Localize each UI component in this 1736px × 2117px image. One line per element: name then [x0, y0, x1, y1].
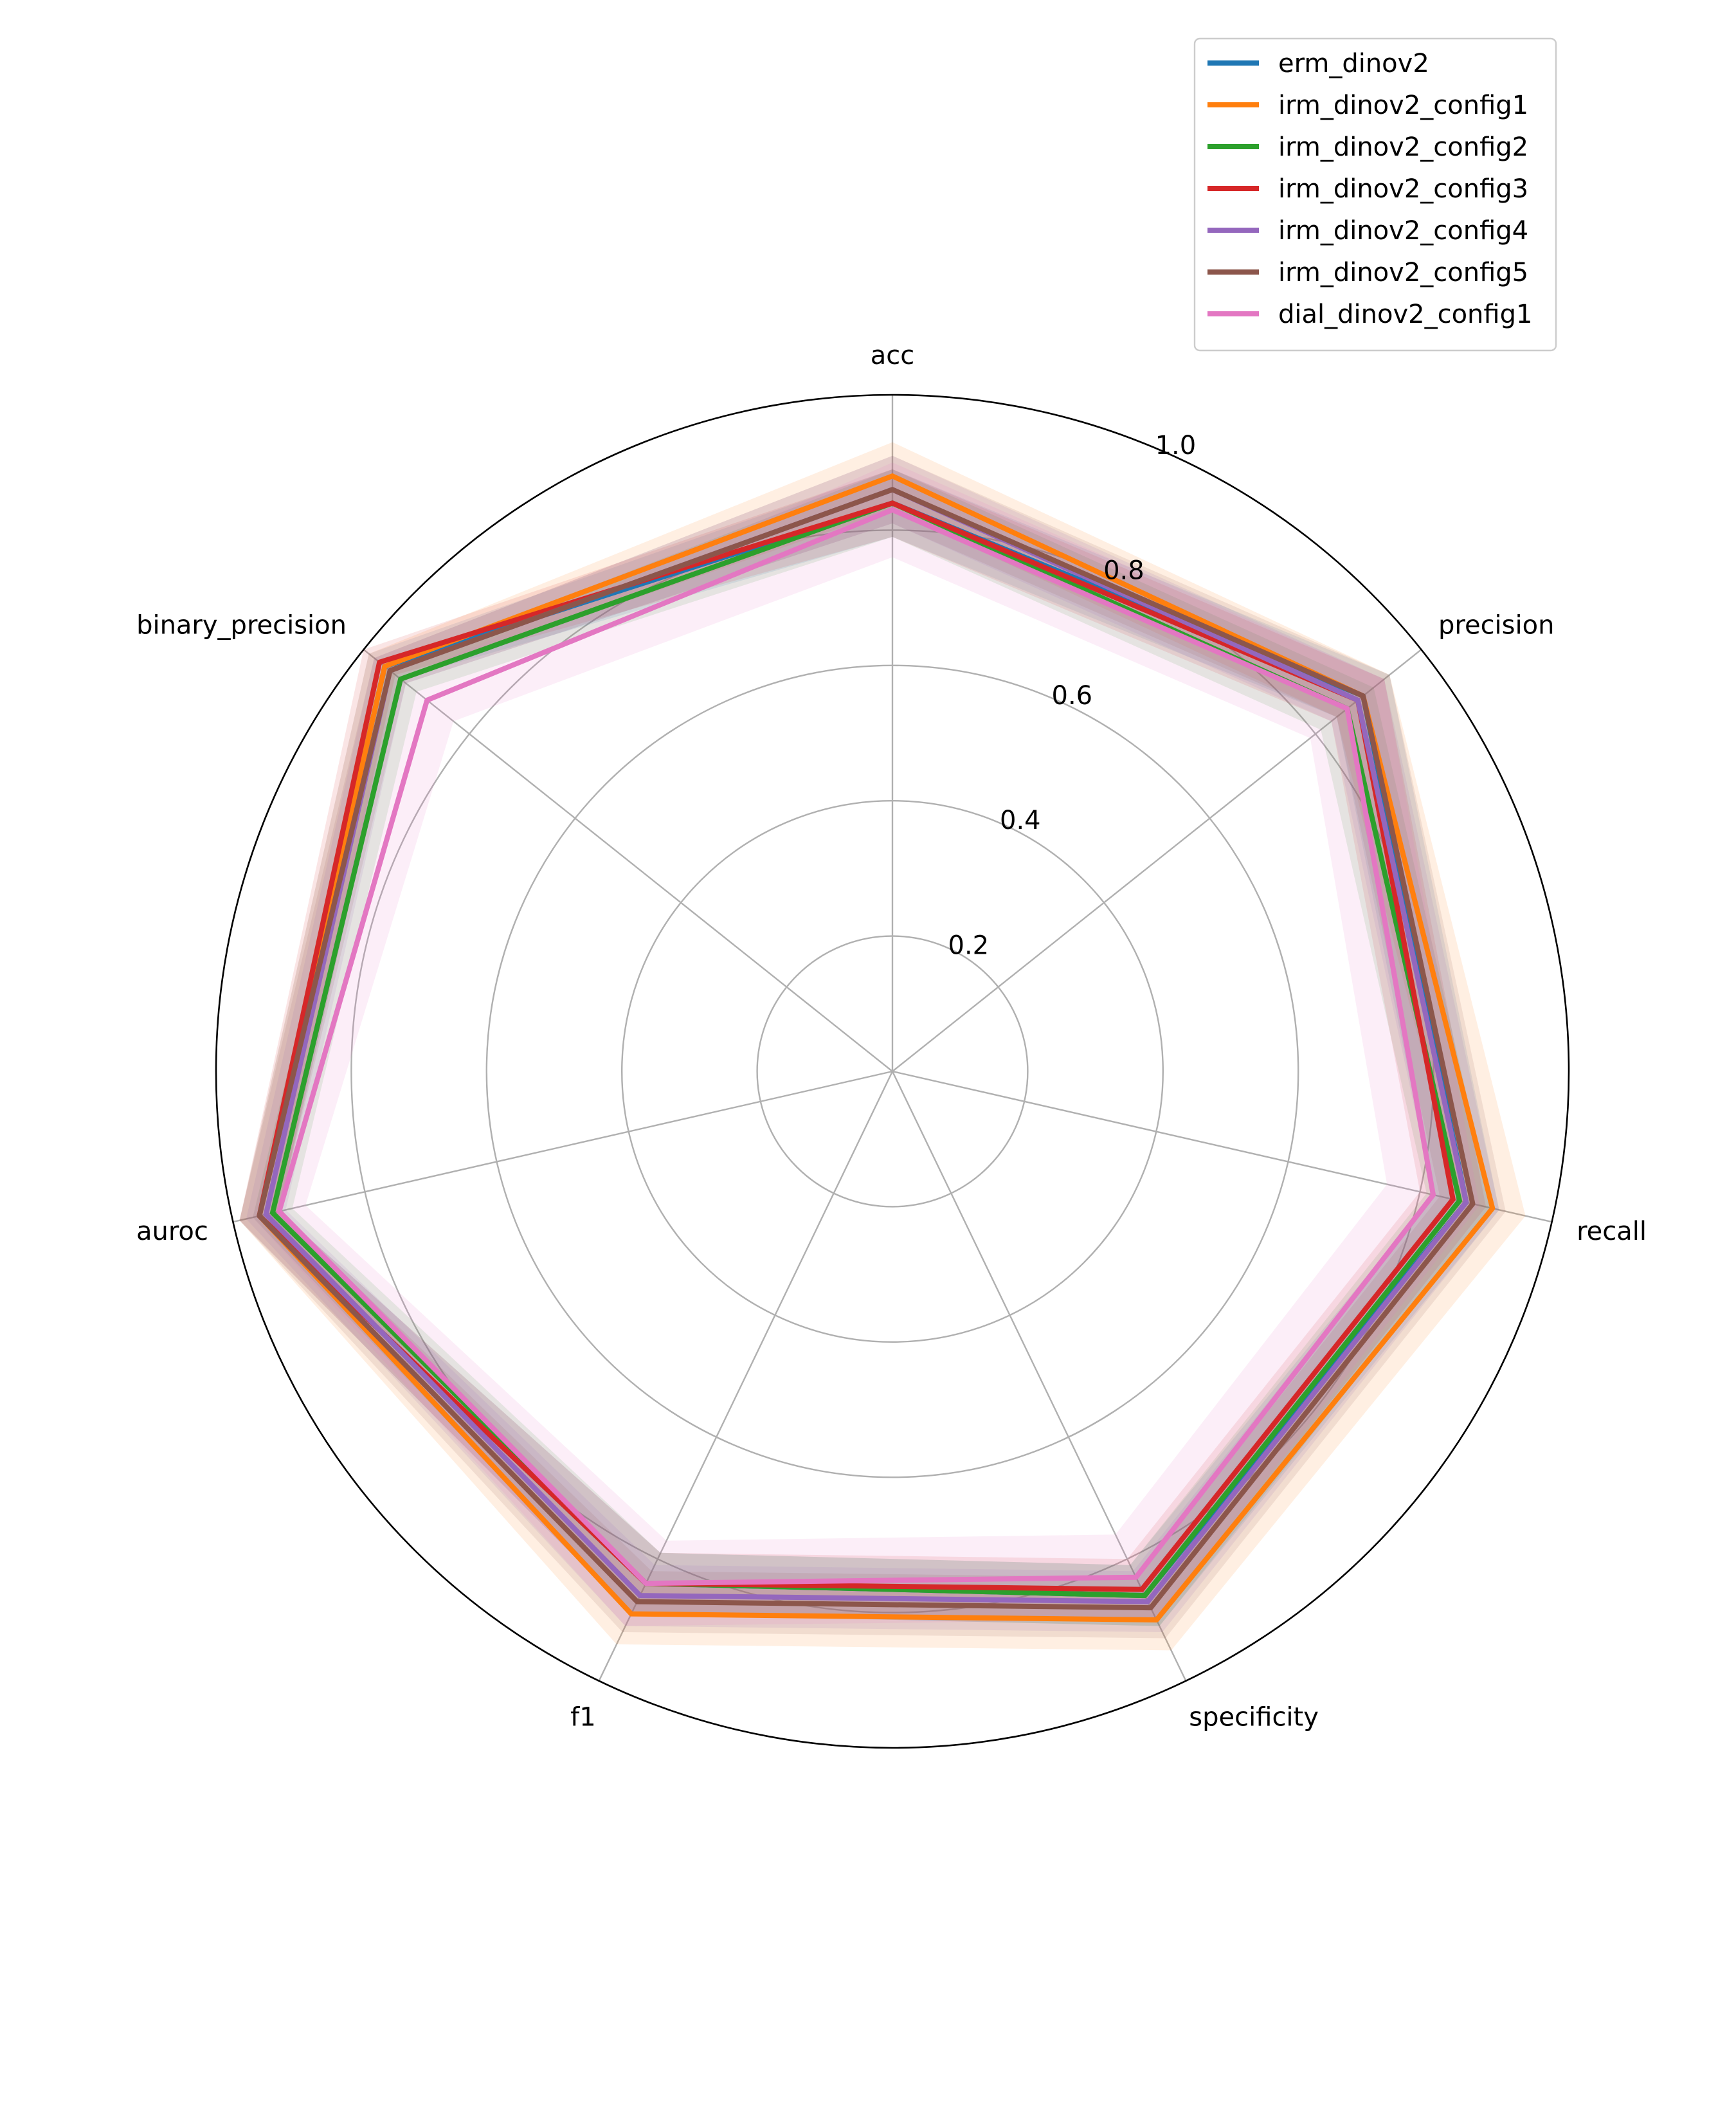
axis-label-precision: precision	[1438, 610, 1554, 640]
legend-label-irm_dinov2_config5: irm_dinov2_config5	[1278, 258, 1528, 287]
legend-label-irm_dinov2_config3: irm_dinov2_config3	[1278, 174, 1528, 204]
series-line-dial_dinov2_config1	[276, 507, 1436, 1586]
legend-label-erm_dinov2: erm_dinov2	[1278, 49, 1429, 78]
r-tick-label: 1.0	[1155, 431, 1197, 460]
legend-label-irm_dinov2_config4: irm_dinov2_config4	[1278, 216, 1528, 246]
axis-label-binary_precision: binary_precision	[136, 610, 347, 640]
r-tick-label: 0.8	[1103, 556, 1144, 586]
axis-label-f1: f1	[570, 1703, 596, 1732]
grid-spoke	[363, 649, 893, 1072]
r-tick-label: 0.2	[948, 931, 990, 961]
label-layer: acc precision recall specificity f1 auroc bina…	[136, 341, 1647, 1732]
axis-label-auroc: auroc	[136, 1217, 208, 1246]
series-line-irm_dinov2_config1	[257, 473, 1496, 1622]
grid-layer	[233, 395, 1552, 1682]
legend-frame	[1193, 37, 1557, 352]
grid-spoke	[598, 1071, 894, 1682]
r-tick-label: 0.6	[1052, 681, 1093, 711]
line-layer	[257, 473, 1496, 1622]
polar-frame	[215, 394, 1570, 1749]
axis-label-specificity: specificity	[1189, 1703, 1319, 1732]
series-line-irm_dinov2_config5	[257, 487, 1476, 1611]
series-line-irm_dinov2_config2	[269, 500, 1462, 1599]
legend-label-dial_dinov2_config1: dial_dinov2_config1	[1278, 300, 1532, 329]
frame-layer	[215, 394, 1570, 1749]
grid-spoke	[233, 1070, 893, 1223]
grid-spoke	[892, 1070, 1552, 1223]
legend-label-irm_dinov2_config1: irm_dinov2_config1	[1278, 91, 1528, 120]
legend-label-irm_dinov2_config2: irm_dinov2_config2	[1278, 132, 1528, 162]
axis-label-acc: acc	[871, 341, 915, 370]
axis-label-recall: recall	[1577, 1217, 1647, 1246]
grid-spoke	[892, 649, 1422, 1072]
r-tick-label: 0.4	[1000, 806, 1041, 835]
legend: erm_dinov2 irm_dinov2_config1 irm_dinov2_c…	[1193, 37, 1557, 352]
